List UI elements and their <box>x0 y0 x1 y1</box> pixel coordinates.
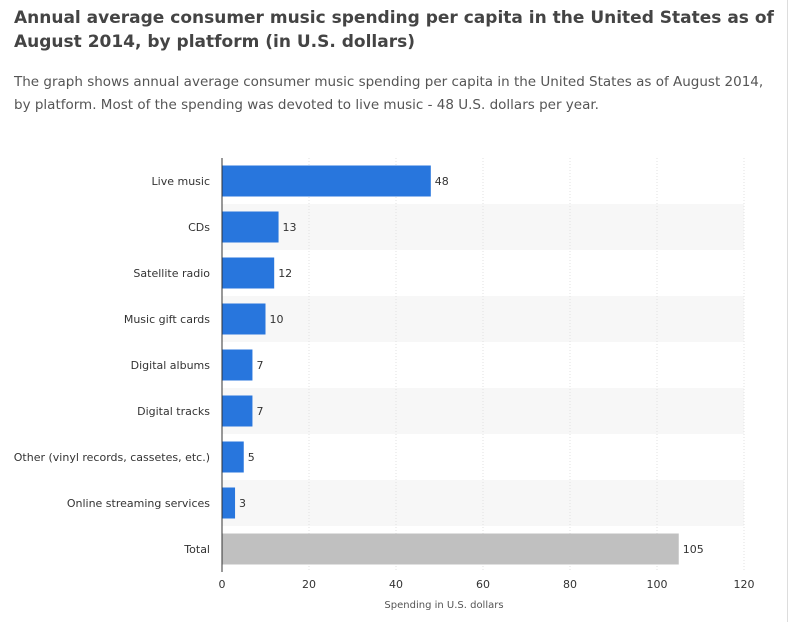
gridlines <box>308 158 745 572</box>
bars <box>222 165 679 565</box>
bar[interactable] <box>222 165 431 197</box>
chart-title: Annual average consumer music spending p… <box>14 8 774 52</box>
row-band <box>222 296 744 342</box>
x-tick-label: 20 <box>302 578 316 591</box>
category-label: Satellite radio <box>133 267 210 280</box>
value-label: 10 <box>270 313 284 326</box>
x-tick-label: 60 <box>476 578 490 591</box>
bar[interactable] <box>222 303 266 335</box>
category-label: Other (vinyl records, cassetes, etc.) <box>14 451 210 464</box>
x-tick-label: 100 <box>647 578 668 591</box>
x-tick-labels: 0 20 40 60 80 100 120 <box>219 578 755 591</box>
value-label: 105 <box>683 543 704 556</box>
category-label: Online streaming services <box>67 497 210 510</box>
bar[interactable] <box>222 211 279 243</box>
bar[interactable] <box>222 349 253 381</box>
x-tick-label: 40 <box>389 578 403 591</box>
category-label: Digital tracks <box>137 405 210 418</box>
x-tick-label: 0 <box>219 578 226 591</box>
value-label: 12 <box>278 267 292 280</box>
category-label: Total <box>183 543 210 556</box>
x-tick-label: 120 <box>734 578 755 591</box>
value-label: 3 <box>239 497 246 510</box>
category-label: CDs <box>188 221 210 234</box>
x-axis-label: Spending in U.S. dollars <box>384 600 503 611</box>
bar[interactable] <box>222 533 679 565</box>
value-labels: 48 13 12 10 7 7 5 3 105 <box>239 175 704 556</box>
x-tick-label: 80 <box>563 578 577 591</box>
category-labels: Live music CDs Satellite radio Music gift c… <box>14 175 210 556</box>
category-label: Digital albums <box>131 359 211 372</box>
value-label: 7 <box>256 405 263 418</box>
category-label: Live music <box>152 175 210 188</box>
chart-description: The graph shows annual average consumer … <box>14 74 764 113</box>
value-label: 5 <box>248 451 255 464</box>
value-label: 13 <box>283 221 297 234</box>
value-label: 7 <box>256 359 263 372</box>
bar[interactable] <box>222 487 236 519</box>
value-label: 48 <box>435 175 449 188</box>
bar[interactable] <box>222 395 253 427</box>
category-label: Music gift cards <box>124 313 210 326</box>
bar[interactable] <box>222 257 275 289</box>
bar[interactable] <box>222 441 244 473</box>
